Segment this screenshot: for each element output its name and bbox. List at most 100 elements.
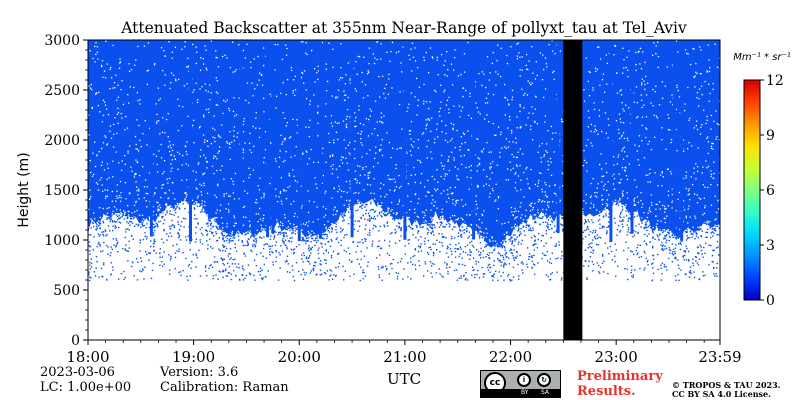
signal-speck bbox=[438, 241, 441, 243]
signal-speck bbox=[599, 223, 601, 225]
signal-speck bbox=[279, 231, 282, 233]
signal-speck bbox=[469, 251, 471, 253]
signal-speck bbox=[168, 273, 171, 275]
signal-speck bbox=[111, 220, 113, 222]
noise-speck bbox=[544, 121, 546, 123]
noise-speck bbox=[668, 117, 670, 119]
signal-speck bbox=[447, 273, 449, 275]
noise-speck bbox=[330, 165, 332, 167]
noise-speck bbox=[157, 120, 160, 122]
noise-speck bbox=[242, 180, 245, 182]
noise-speck bbox=[553, 70, 555, 72]
noise-speck bbox=[409, 58, 411, 61]
noise-speck bbox=[491, 188, 494, 190]
noise-speck bbox=[443, 91, 445, 93]
signal-speck bbox=[264, 229, 267, 232]
signal-speck bbox=[608, 253, 610, 255]
signal-speck bbox=[99, 227, 101, 229]
noise-speck bbox=[285, 54, 288, 56]
noise-speck bbox=[611, 200, 614, 203]
noise-speck bbox=[452, 128, 454, 131]
noise-speck bbox=[348, 206, 350, 208]
signal-speck bbox=[589, 231, 592, 233]
signal-speck bbox=[702, 271, 704, 273]
signal-speck bbox=[99, 243, 101, 246]
noise-speck bbox=[590, 123, 592, 126]
signal-speck bbox=[330, 270, 333, 272]
noise-speck bbox=[367, 70, 369, 72]
noise-speck bbox=[488, 196, 491, 198]
noise-speck bbox=[627, 197, 629, 199]
noise-speck bbox=[120, 211, 122, 214]
signal-speck bbox=[537, 262, 539, 264]
signal-speck bbox=[306, 239, 308, 242]
noise-speck bbox=[659, 174, 662, 176]
noise-speck bbox=[687, 208, 689, 210]
noise-speck bbox=[328, 227, 330, 229]
noise-speck bbox=[173, 74, 175, 76]
signal-speck bbox=[223, 246, 225, 248]
signal-speck bbox=[554, 245, 556, 247]
signal-speck bbox=[141, 225, 144, 227]
signal-speck bbox=[617, 265, 619, 268]
signal-speck bbox=[590, 251, 592, 253]
noise-speck bbox=[328, 141, 331, 144]
signal-speck bbox=[652, 267, 654, 269]
signal-speck bbox=[498, 245, 500, 248]
noise-speck bbox=[233, 225, 235, 227]
noise-speck bbox=[545, 209, 548, 211]
signal-speck bbox=[701, 230, 703, 232]
noise-speck bbox=[332, 164, 334, 166]
noise-speck bbox=[113, 206, 116, 208]
noise-speck bbox=[622, 122, 625, 124]
signal-speck bbox=[427, 270, 429, 272]
noise-speck bbox=[709, 67, 711, 69]
noise-speck bbox=[488, 184, 490, 187]
noise-speck bbox=[349, 141, 351, 144]
copyright-notice: © TROPOS & TAU 2023. CC BY SA 4.0 Licens… bbox=[672, 381, 780, 399]
noise-speck bbox=[682, 150, 685, 153]
noise-speck bbox=[278, 166, 280, 168]
signal-speck bbox=[453, 226, 455, 228]
noise-speck bbox=[309, 234, 311, 237]
noise-speck bbox=[198, 162, 200, 164]
noise-speck bbox=[155, 103, 157, 105]
noise-speck bbox=[135, 173, 137, 175]
signal-speck bbox=[153, 229, 156, 232]
signal-speck bbox=[325, 259, 327, 261]
noise-speck bbox=[410, 92, 413, 94]
noise-speck bbox=[490, 151, 492, 153]
signal-speck bbox=[95, 228, 97, 230]
signal-speck bbox=[205, 223, 208, 225]
signal-speck bbox=[301, 238, 304, 240]
signal-speck bbox=[89, 264, 91, 267]
signal-speck bbox=[417, 230, 419, 232]
noise-speck bbox=[495, 84, 497, 86]
noise-speck bbox=[703, 212, 706, 214]
signal-speck bbox=[412, 255, 414, 258]
noise-speck bbox=[137, 194, 139, 196]
signal-speck bbox=[446, 248, 448, 250]
noise-speck bbox=[481, 213, 483, 215]
signal-speck bbox=[410, 257, 412, 259]
noise-speck bbox=[534, 121, 536, 123]
noise-speck bbox=[544, 191, 546, 193]
noise-speck bbox=[644, 83, 646, 86]
noise-speck bbox=[101, 161, 103, 163]
signal-speck bbox=[638, 214, 640, 216]
signal-speck bbox=[548, 261, 551, 264]
signal-speck bbox=[664, 235, 666, 237]
noise-speck bbox=[512, 214, 514, 216]
signal-speck bbox=[254, 238, 257, 240]
noise-speck bbox=[462, 205, 464, 207]
signal-speck bbox=[150, 277, 153, 280]
signal-speck bbox=[515, 238, 517, 241]
signal-speck bbox=[140, 260, 143, 262]
signal-speck bbox=[112, 238, 115, 240]
noise-speck bbox=[312, 236, 314, 238]
noise-speck bbox=[469, 95, 471, 97]
noise-speck bbox=[317, 218, 319, 221]
noise-speck bbox=[399, 147, 401, 149]
noise-speck bbox=[437, 74, 439, 76]
noise-speck bbox=[553, 192, 555, 194]
